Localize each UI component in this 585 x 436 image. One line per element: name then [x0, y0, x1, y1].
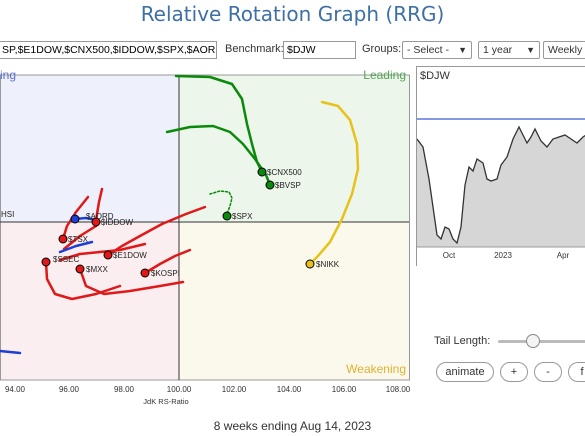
- frequency-select-value: Weekly: [548, 44, 583, 56]
- x-tick: 102.00: [222, 385, 247, 394]
- label-cnx500: $CNX500: [267, 168, 302, 177]
- mini-x-tick: Oct: [443, 251, 456, 260]
- label-aord: $AORD: [86, 212, 114, 221]
- more-button[interactable]: f: [568, 362, 585, 382]
- label-nikk: $NIKK: [316, 260, 340, 269]
- chevron-down-icon: ▼: [458, 45, 467, 55]
- x-tick: 100.00: [167, 385, 192, 394]
- weakening-quadrant: [179, 222, 409, 380]
- x-tick: 106.00: [332, 385, 357, 394]
- page-title: Relative Rotation Graph (RRG): [140, 2, 445, 26]
- groups-label: Groups:: [362, 43, 402, 55]
- tail-kospi: [143, 248, 192, 275]
- tail-red-extra-1: [58, 242, 147, 262]
- mini-chart-svg: $DJW Oct 2023 Apr: [416, 67, 585, 267]
- groups-select-value: - Select -: [407, 44, 450, 56]
- chart-border: [0, 74, 410, 381]
- date-range-caption: 8 weeks ending Aug 14, 2023: [213, 419, 372, 433]
- label-hsi: HSI: [1, 210, 14, 219]
- label-mxx: $MXX: [86, 265, 108, 274]
- tail-spx: [209, 190, 233, 215]
- rrg-chart[interactable]: Leading Weakening ing: [0, 64, 411, 408]
- period-select-value: 1 year: [483, 44, 513, 56]
- tail-nikk: [308, 100, 360, 266]
- label-spx: $SPX: [232, 212, 253, 221]
- marker-cnx500[interactable]: [257, 167, 267, 177]
- lagging-quadrant: [0, 75, 179, 222]
- x-axis-label: JdK RS-Ratio: [143, 397, 188, 406]
- benchmark-input[interactable]: $DJW: [283, 41, 356, 59]
- benchmark-label: Benchmark:: [225, 43, 284, 55]
- weakening-label: Weakening: [346, 362, 406, 376]
- mini-area-fill: [417, 127, 585, 247]
- lagging-lower-quadrant: [0, 222, 179, 380]
- label-ssec: $SSEC: [53, 255, 79, 264]
- tail-mxx: [78, 267, 185, 296]
- mini-chart-label: $DJW: [420, 70, 451, 82]
- tail-hsi: [0, 349, 22, 355]
- marker-bvsp[interactable]: [265, 180, 275, 190]
- marker-iddow[interactable]: [91, 217, 101, 227]
- mini-x-tick: 2023: [494, 251, 512, 260]
- x-tick: 108.00: [386, 385, 411, 394]
- marker-ssec[interactable]: [41, 257, 51, 267]
- leading-quadrant: [179, 75, 409, 222]
- period-select[interactable]: 1 year ▼: [478, 41, 540, 59]
- leading-label: Leading: [363, 68, 406, 82]
- tail-blue-extra: [58, 240, 94, 254]
- benchmark-mini-chart: $DJW Oct 2023 Apr: [416, 66, 585, 267]
- animate-button[interactable]: animate: [436, 362, 494, 382]
- tail-controls: Tail Length: animate + - f: [420, 332, 585, 392]
- tail-length-slider[interactable]: [498, 340, 585, 343]
- chevron-down-icon: ▼: [526, 45, 535, 55]
- label-bvsp: $BVSP: [275, 181, 301, 190]
- x-tick: 104.00: [277, 385, 302, 394]
- increase-tail-button[interactable]: +: [500, 362, 528, 382]
- label-iddow: $IDDOW: [101, 218, 133, 227]
- tail-length-slider-handle[interactable]: [526, 334, 540, 348]
- rrg-chart-svg: Leading Weakening ing: [0, 68, 411, 406]
- decrease-tail-button[interactable]: -: [534, 362, 562, 382]
- x-tick: 94.00: [5, 385, 26, 394]
- marker-tsx[interactable]: [58, 234, 68, 244]
- marker-nikk[interactable]: [305, 259, 315, 269]
- lagging-label: ing: [0, 68, 16, 82]
- tail-length-label: Tail Length:: [434, 335, 491, 347]
- marker-e1dow[interactable]: [103, 250, 113, 260]
- marker-mxx[interactable]: [75, 264, 85, 274]
- label-kospi: $KOSPI: [151, 269, 180, 278]
- x-tick: 98.00: [114, 385, 135, 394]
- tail-e1dow: [106, 205, 207, 257]
- mini-x-tick: Apr: [557, 251, 570, 260]
- label-e1dow: $E1DOW: [113, 251, 147, 260]
- marker-spx[interactable]: [222, 211, 232, 221]
- marker-aord[interactable]: [70, 214, 80, 224]
- x-tick: 96.00: [59, 385, 80, 394]
- groups-select[interactable]: - Select - ▼: [402, 41, 472, 59]
- mini-price-line: [416, 125, 585, 245]
- label-tsx: $TSX: [68, 235, 89, 244]
- marker-kospi[interactable]: [140, 268, 150, 278]
- controls-bar: SP,$E1DOW,$CNX500,$IDDOW,$SPX,$AORD Benc…: [0, 41, 585, 59]
- symbols-input[interactable]: SP,$E1DOW,$CNX500,$IDDOW,$SPX,$AORD: [0, 41, 217, 59]
- frequency-select[interactable]: Weekly: [543, 41, 585, 59]
- tail-red-extra-2: [62, 224, 98, 251]
